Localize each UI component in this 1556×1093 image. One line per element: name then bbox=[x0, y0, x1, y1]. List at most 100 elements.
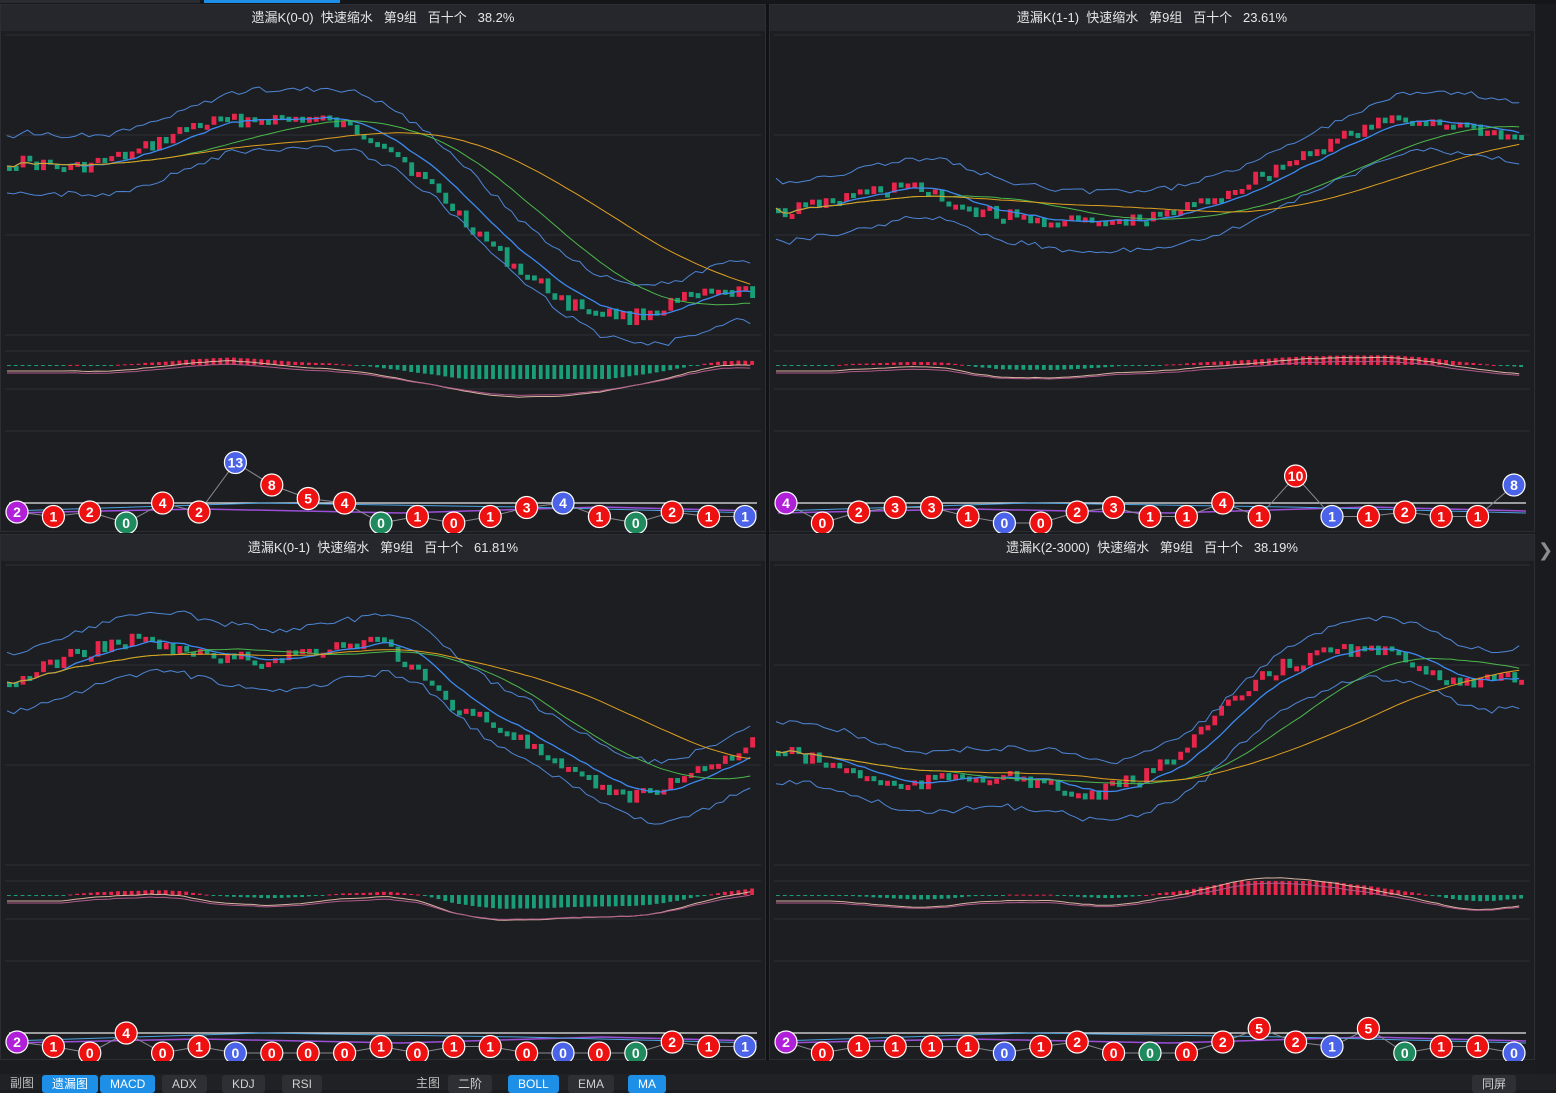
candle bbox=[1137, 214, 1143, 222]
chart-panel-2-3000[interactable]: 遗漏K(2-3000) 快速缩水 第9组 百十个 38.19% 2 0 1 1 1 1 0 1… bbox=[769, 534, 1536, 1061]
macd-bar bbox=[654, 365, 659, 373]
kline-chart[interactable]: 2 0 1 1 1 1 0 1 2 0 0 0 2 5 2 1 5 0 1 1 0 bbox=[770, 561, 1536, 1061]
candle bbox=[1396, 650, 1402, 656]
count-bubble-circle bbox=[369, 1034, 393, 1059]
candle bbox=[891, 780, 897, 786]
macd-bar bbox=[238, 895, 243, 898]
count-bubble: 1 bbox=[733, 504, 757, 529]
count-bubble-circle bbox=[1502, 1041, 1526, 1061]
count-bubble: 13 bbox=[223, 450, 247, 475]
macd-bar bbox=[782, 365, 787, 366]
candle bbox=[891, 182, 897, 193]
macd-bar bbox=[457, 895, 461, 904]
macd-bar bbox=[1294, 356, 1298, 365]
count-bubble-label: 0 bbox=[268, 1045, 276, 1061]
candle bbox=[88, 656, 94, 662]
count-bubble: 1 bbox=[1465, 1034, 1490, 1059]
sub-btn-kdj[interactable]: KDJ bbox=[222, 1075, 265, 1093]
candle bbox=[266, 662, 271, 668]
macd-bar bbox=[695, 365, 700, 366]
chart-panel-0-1[interactable]: 遗漏K(0-1) 快速缩水 第9组 百十个 61.81% 2 1 0 4 0 1 0 0 0 0 1… bbox=[0, 534, 767, 1061]
macd-bar bbox=[1280, 357, 1285, 365]
candle bbox=[163, 642, 169, 650]
count-bubble-circle bbox=[296, 486, 320, 511]
macd-bar bbox=[163, 361, 168, 365]
candle bbox=[1341, 644, 1347, 650]
macd-bar bbox=[143, 890, 148, 895]
macd-bar bbox=[1362, 355, 1367, 365]
candle bbox=[1471, 678, 1477, 688]
candle bbox=[375, 142, 380, 148]
count-bubble: 0 bbox=[78, 1041, 102, 1061]
count-bubble-label: 1 bbox=[928, 1039, 936, 1055]
macd-bar bbox=[1130, 895, 1135, 897]
macd-bar bbox=[600, 895, 604, 907]
active-tab-indicator bbox=[204, 0, 340, 3]
count-bubble-circle bbox=[1465, 1034, 1490, 1059]
macd-bar bbox=[1178, 890, 1183, 895]
macd-bar bbox=[102, 892, 107, 895]
macd-bar bbox=[1491, 895, 1496, 901]
count-bubble-label: 2 bbox=[1219, 1034, 1227, 1050]
chevron-right-icon[interactable]: ❯ bbox=[1538, 540, 1554, 560]
candle bbox=[702, 766, 708, 772]
sub-btn-rsi[interactable]: RSI bbox=[282, 1075, 323, 1093]
macd-bar bbox=[830, 365, 835, 366]
count-bubble: 0 bbox=[1174, 1041, 1198, 1061]
boll-upper-line bbox=[6, 610, 751, 765]
macd-bar bbox=[1403, 891, 1408, 895]
main-btn-boll[interactable]: BOLL bbox=[508, 1075, 559, 1093]
count-bubble: 0 bbox=[624, 511, 648, 533]
count-bubble-label: 0 bbox=[86, 1045, 94, 1061]
count-bubble-label: 2 bbox=[668, 504, 676, 520]
macd-bar bbox=[88, 892, 93, 895]
macd-bar bbox=[912, 361, 917, 365]
main-btn-ma[interactable]: MA bbox=[628, 1075, 666, 1093]
count-bubble-label: 8 bbox=[268, 477, 276, 493]
count-bubble-circle bbox=[1247, 1016, 1271, 1041]
main-btn-ema[interactable]: EMA bbox=[568, 1075, 615, 1093]
same-screen-button[interactable]: 同屏 bbox=[1472, 1075, 1517, 1093]
count-bubble-label: 0 bbox=[232, 1045, 240, 1061]
candle bbox=[334, 642, 340, 650]
trend-line-2 bbox=[777, 1032, 1527, 1044]
candle bbox=[1301, 151, 1306, 161]
candle bbox=[1089, 217, 1095, 223]
sub-btn-macd[interactable]: MACD bbox=[100, 1075, 156, 1093]
candle bbox=[607, 308, 612, 317]
macd-bar bbox=[1144, 894, 1148, 896]
count-bubble-circle bbox=[1065, 500, 1089, 524]
kline-chart[interactable]: 2 1 0 4 0 1 0 0 0 0 1 0 1 1 0 0 0 0 2 1 1 bbox=[1, 561, 767, 1061]
macd-bar bbox=[13, 895, 18, 896]
candle bbox=[1212, 715, 1218, 726]
candle bbox=[810, 752, 815, 764]
sub-btn-missing-chart[interactable]: 遗漏图 bbox=[42, 1075, 99, 1093]
macd-bar bbox=[320, 895, 325, 896]
count-bubble: 10 bbox=[1283, 464, 1308, 488]
candle bbox=[7, 682, 12, 688]
main-btn-second-order[interactable]: 二阶 bbox=[448, 1075, 493, 1093]
count-bubble-circle bbox=[810, 1041, 834, 1061]
candle bbox=[54, 659, 60, 668]
count-bubble-circle bbox=[774, 1030, 798, 1054]
candle bbox=[20, 155, 26, 168]
count-bubble-label: 1 bbox=[377, 1039, 385, 1055]
candle bbox=[1376, 117, 1381, 129]
count-bubble-label: 0 bbox=[819, 1045, 827, 1061]
macd-bar bbox=[416, 894, 420, 896]
candle bbox=[1048, 222, 1054, 228]
sub-btn-adx[interactable]: ADX bbox=[162, 1075, 207, 1093]
count-bubble-circle bbox=[920, 495, 944, 520]
macd-bar bbox=[1253, 881, 1258, 895]
count-bubble-label: 0 bbox=[632, 515, 640, 531]
macd-bar bbox=[823, 365, 828, 366]
candle bbox=[1021, 214, 1027, 220]
candle bbox=[776, 208, 781, 214]
macd-bar bbox=[973, 895, 978, 897]
candle bbox=[1382, 117, 1388, 124]
chart-panel-0-0[interactable]: 遗漏K(0-0) 快速缩水 第9组 百十个 38.2% 2 1 2 0 4 2 13 8 5 4 0… bbox=[0, 4, 767, 533]
candle bbox=[987, 205, 993, 211]
